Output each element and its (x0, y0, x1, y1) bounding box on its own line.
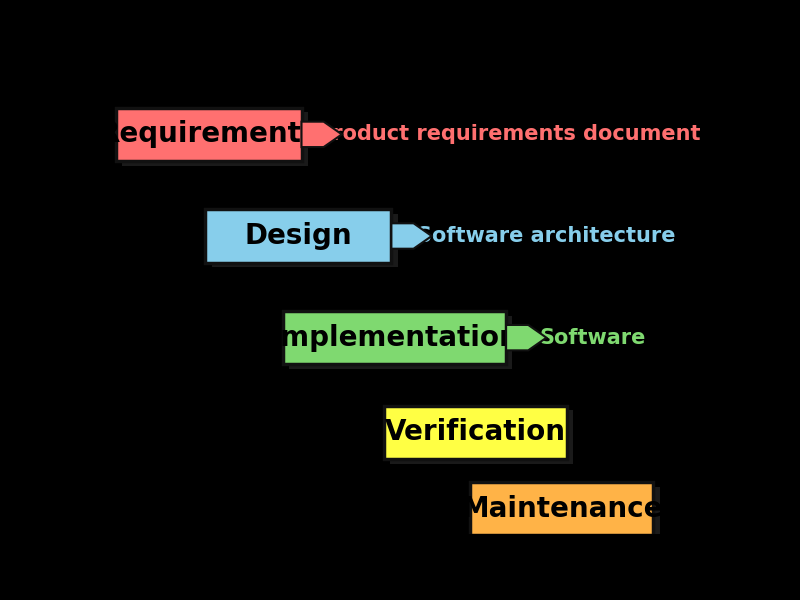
FancyBboxPatch shape (122, 112, 308, 166)
FancyBboxPatch shape (470, 482, 654, 535)
Text: Software: Software (540, 328, 646, 347)
FancyBboxPatch shape (384, 406, 566, 459)
Polygon shape (391, 223, 432, 249)
FancyBboxPatch shape (211, 214, 398, 267)
Polygon shape (302, 122, 342, 147)
Text: Product requirements document: Product requirements document (318, 124, 701, 145)
FancyBboxPatch shape (115, 108, 302, 161)
Text: Verification: Verification (385, 418, 566, 446)
Polygon shape (506, 325, 546, 350)
FancyBboxPatch shape (206, 209, 391, 263)
FancyBboxPatch shape (289, 316, 512, 369)
Text: Requirements: Requirements (99, 121, 318, 148)
FancyBboxPatch shape (390, 410, 573, 464)
FancyBboxPatch shape (477, 487, 659, 540)
FancyBboxPatch shape (283, 311, 506, 364)
Text: Software architecture: Software architecture (417, 226, 676, 246)
Text: Design: Design (245, 222, 352, 250)
Text: Implementation: Implementation (270, 323, 519, 352)
Text: Maintenance: Maintenance (461, 494, 662, 523)
